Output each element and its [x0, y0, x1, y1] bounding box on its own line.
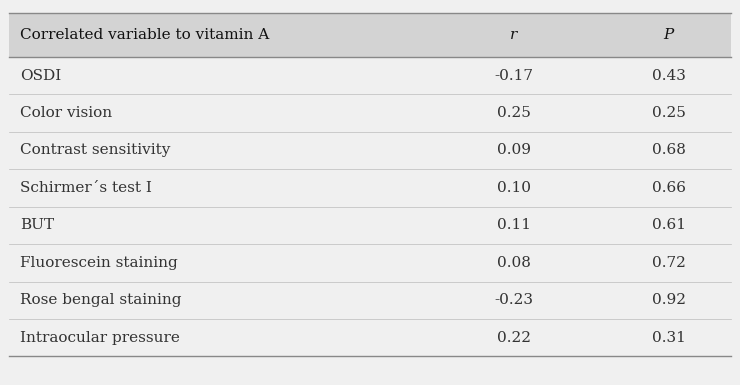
FancyBboxPatch shape [9, 319, 731, 357]
Text: Correlated variable to vitamin A: Correlated variable to vitamin A [20, 28, 269, 42]
Text: 0.22: 0.22 [497, 331, 531, 345]
Text: OSDI: OSDI [20, 69, 61, 82]
Text: 0.08: 0.08 [497, 256, 531, 270]
Text: Rose bengal staining: Rose bengal staining [20, 293, 181, 307]
Text: -0.17: -0.17 [494, 69, 534, 82]
Text: 0.66: 0.66 [652, 181, 685, 195]
Text: 0.68: 0.68 [652, 144, 685, 157]
Text: 0.25: 0.25 [652, 106, 685, 120]
FancyBboxPatch shape [9, 169, 731, 207]
Text: -0.23: -0.23 [494, 293, 534, 307]
FancyBboxPatch shape [9, 57, 731, 94]
Text: Fluorescein staining: Fluorescein staining [20, 256, 178, 270]
Text: BUT: BUT [20, 218, 54, 233]
Text: r: r [510, 28, 517, 42]
Text: Contrast sensitivity: Contrast sensitivity [20, 144, 170, 157]
Text: 0.11: 0.11 [497, 218, 531, 233]
Text: 0.61: 0.61 [652, 218, 685, 233]
Text: 0.43: 0.43 [652, 69, 685, 82]
FancyBboxPatch shape [9, 244, 731, 281]
Text: Schirmer´s test I: Schirmer´s test I [20, 181, 152, 195]
FancyBboxPatch shape [9, 13, 731, 57]
Text: 0.09: 0.09 [497, 144, 531, 157]
Text: 0.10: 0.10 [497, 181, 531, 195]
Text: 0.25: 0.25 [497, 106, 531, 120]
Text: P: P [664, 28, 673, 42]
Text: 0.31: 0.31 [652, 331, 685, 345]
Text: Color vision: Color vision [20, 106, 112, 120]
FancyBboxPatch shape [9, 207, 731, 244]
Text: 0.72: 0.72 [652, 256, 685, 270]
Text: 0.92: 0.92 [652, 293, 685, 307]
FancyBboxPatch shape [9, 132, 731, 169]
FancyBboxPatch shape [9, 281, 731, 319]
FancyBboxPatch shape [9, 94, 731, 132]
Text: Intraocular pressure: Intraocular pressure [20, 331, 180, 345]
